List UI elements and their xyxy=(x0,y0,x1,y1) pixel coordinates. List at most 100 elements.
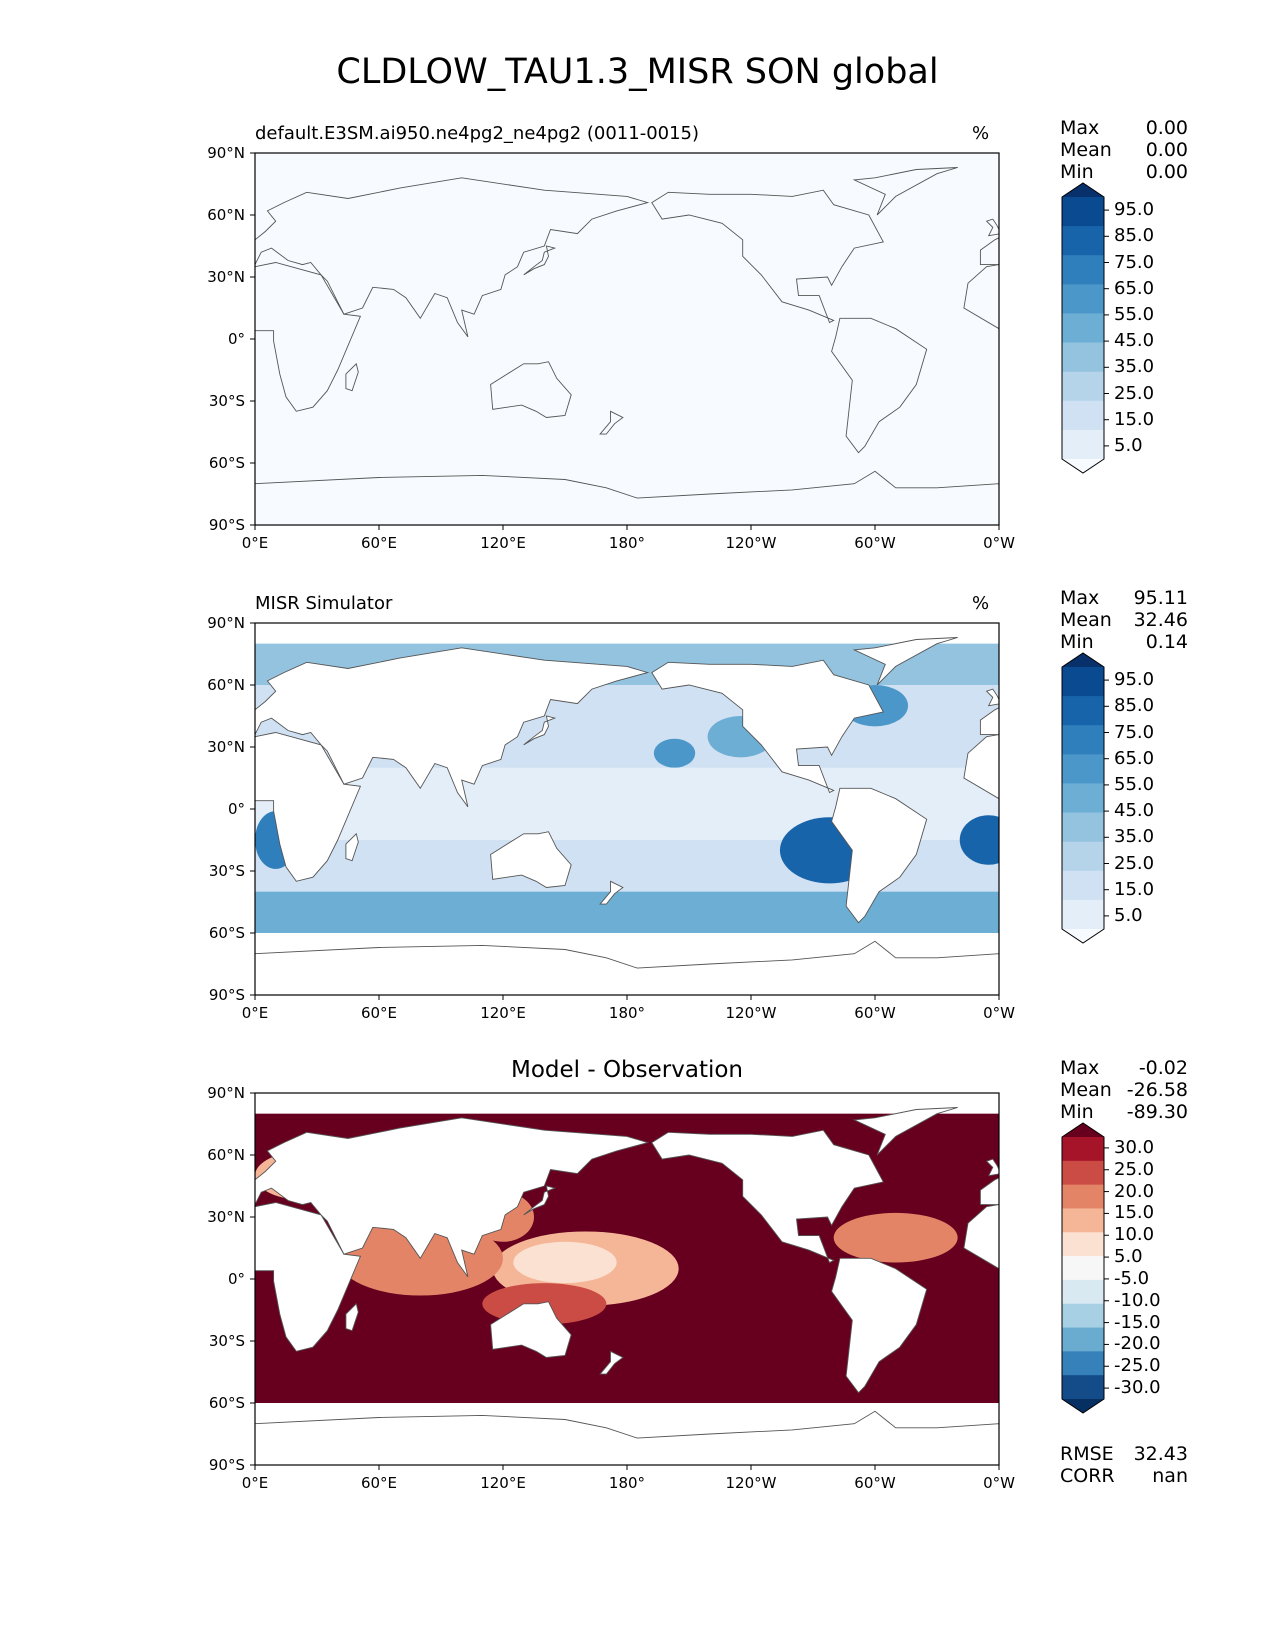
stat-label: Max xyxy=(1060,1057,1100,1079)
x-tick-label: 60°W xyxy=(854,1474,896,1492)
coastline-antarctica xyxy=(255,470,999,525)
y-tick-label: 60°N xyxy=(207,206,245,224)
stat-value: -89.30 xyxy=(1126,1101,1188,1123)
coastline-australia xyxy=(490,361,572,418)
x-tick-label: 180° xyxy=(608,1474,646,1492)
stat-row: Mean -26.58 xyxy=(1060,1079,1188,1101)
coastline-madagascar xyxy=(345,832,359,862)
colorbar-segment xyxy=(1062,841,1104,872)
coastline-japan xyxy=(523,715,557,746)
coastline-west-europe xyxy=(979,707,999,736)
colorbar-tick-label: 10.0 xyxy=(1114,1224,1155,1246)
colorbar-extend-min xyxy=(1062,1399,1104,1413)
colorbar-tick-label: 75.0 xyxy=(1114,251,1155,273)
y-tick-label: 30°N xyxy=(207,738,245,756)
colorbar-segment xyxy=(1062,1375,1104,1400)
footer-stat-value: nan xyxy=(1152,1465,1188,1487)
y-tick-label: 30°S xyxy=(208,862,245,880)
colorbar-segment xyxy=(1062,1256,1104,1281)
colorbar-tick-label: 25.0 xyxy=(1114,382,1155,404)
coastline-africa xyxy=(255,262,362,412)
coastline-nzealand xyxy=(599,880,624,905)
y-tick-label: 60°N xyxy=(207,1146,245,1164)
y-tick-label: 0° xyxy=(227,1270,245,1288)
coastline-west-africa xyxy=(963,1204,999,1270)
panel-title-left: default.E3SM.ai950.ne4pg2_ne4pg2 (0011-0… xyxy=(255,123,700,144)
colorbar-tick-label: -30.0 xyxy=(1114,1377,1161,1399)
panel-units: % xyxy=(972,123,990,144)
colorbar-tick-label: -25.0 xyxy=(1114,1355,1161,1377)
panel-title-center: Model - Observation xyxy=(510,1057,744,1083)
colorbar-tick-label: 75.0 xyxy=(1114,721,1155,743)
colorbar-segment xyxy=(1062,400,1104,431)
stat-label: Mean xyxy=(1060,139,1112,161)
coastline-africa xyxy=(255,732,362,882)
colorbar-tick-label: 95.0 xyxy=(1114,199,1155,221)
panel-stats: Max 0.00 Mean 0.00 Min 0.00 xyxy=(1060,117,1188,183)
stat-value: -26.58 xyxy=(1126,1079,1188,1101)
x-tick-label: 0°E xyxy=(241,1474,269,1492)
panel-units: % xyxy=(972,593,990,614)
panel-title-left: MISR Simulator xyxy=(255,593,393,614)
colorbar xyxy=(1061,652,1109,944)
stat-label: Mean xyxy=(1060,609,1112,631)
colorbar-tick-label: 35.0 xyxy=(1114,356,1155,378)
colorbar-tick-label: -5.0 xyxy=(1114,1267,1150,1289)
colorbar-segment xyxy=(1062,899,1104,930)
colorbar-tick-label: 25.0 xyxy=(1114,1158,1155,1180)
coastline-australia xyxy=(490,1301,572,1358)
colorbar-tick-label: 15.0 xyxy=(1114,408,1155,430)
field-blob xyxy=(959,815,999,865)
stat-row: Mean 0.00 xyxy=(1060,139,1188,161)
x-tick-label: 120°E xyxy=(480,1474,526,1492)
colorbar xyxy=(1061,1122,1109,1414)
coastline-namerica xyxy=(651,189,884,324)
coastline-samerica xyxy=(831,317,928,454)
coastline-uk xyxy=(985,688,999,707)
colorbar-segment xyxy=(1062,255,1104,285)
coastline-uk xyxy=(985,218,999,237)
coastline-japan xyxy=(523,245,557,276)
x-tick-label: 60°W xyxy=(854,1004,896,1022)
footer-stat-row: RMSE 32.43 xyxy=(1060,1443,1188,1465)
coastline-antarctica xyxy=(255,940,999,995)
map-difference xyxy=(255,1107,999,1465)
coastline-eurasia xyxy=(255,647,650,808)
colorbar-outline xyxy=(1061,652,1105,944)
panel-footer-stats: RMSE 32.43 CORR nan xyxy=(1060,1443,1188,1487)
colorbar-segment xyxy=(1062,197,1104,227)
x-tick-label: 120°W xyxy=(725,1004,777,1022)
colorbar-segment xyxy=(1062,1160,1104,1186)
colorbar-outline xyxy=(1061,182,1105,474)
coastline-australia xyxy=(490,831,572,888)
colorbar-tick-label: 95.0 xyxy=(1114,669,1155,691)
colorbar-segment xyxy=(1062,1232,1104,1257)
coastline-west-europe xyxy=(979,1177,999,1206)
coastlines xyxy=(255,637,999,995)
stat-label: Max xyxy=(1060,117,1100,139)
x-tick-label: 60°E xyxy=(360,1474,398,1492)
y-tick-label: 90°S xyxy=(208,986,245,1004)
colorbar-segment xyxy=(1062,1137,1104,1162)
colorbar-tick-label: 85.0 xyxy=(1114,225,1155,247)
x-tick-label: 60°E xyxy=(360,1004,398,1022)
y-tick-label: 0° xyxy=(227,800,245,818)
y-tick-label: 0° xyxy=(227,330,245,348)
colorbar-segment xyxy=(1062,667,1104,697)
colorbar-tick-label: 5.0 xyxy=(1114,434,1143,456)
stat-row: Mean 32.46 xyxy=(1060,609,1188,631)
stat-value: 0.00 xyxy=(1145,161,1188,183)
coastline-samerica xyxy=(831,787,928,924)
colorbar-tick-label: 65.0 xyxy=(1114,277,1155,299)
y-tick-label: 90°N xyxy=(207,1084,245,1102)
coastline-africa xyxy=(255,1202,362,1352)
stat-label: Mean xyxy=(1060,1079,1112,1101)
colorbar xyxy=(1061,182,1109,474)
field-fill xyxy=(255,153,999,525)
coastline-samerica xyxy=(831,1257,928,1394)
x-tick-label: 180° xyxy=(608,1004,646,1022)
stat-value: 32.46 xyxy=(1133,609,1188,631)
coastlines xyxy=(255,167,999,525)
colorbar-outline xyxy=(1061,1122,1105,1414)
